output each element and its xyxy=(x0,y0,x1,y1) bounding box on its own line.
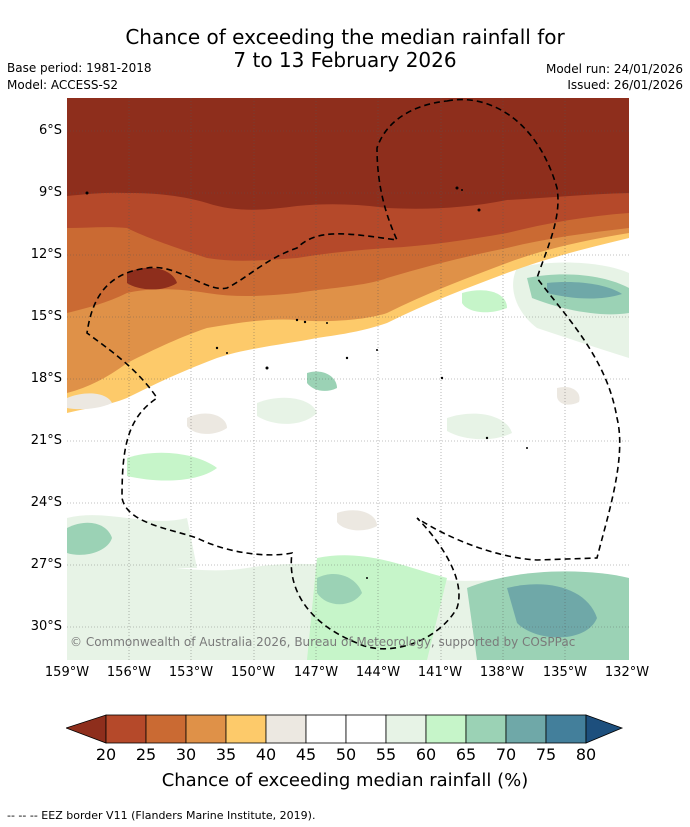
lon-label: 144°W xyxy=(355,665,401,680)
patch-65-e xyxy=(462,290,507,313)
lat-label: 30°S xyxy=(30,619,62,634)
lon-label: 132°W xyxy=(604,665,650,680)
lon-label: 156°W xyxy=(106,665,152,680)
colorbar-segment xyxy=(305,714,347,744)
colorbar-tick: 60 xyxy=(415,745,437,764)
lat-label: 12°S xyxy=(30,247,62,262)
base-period: Base period: 1981-2018 xyxy=(7,61,152,75)
colorbar-segment xyxy=(105,714,147,744)
lon-label: 147°W xyxy=(293,665,339,680)
colorbar-tick: 25 xyxy=(135,745,157,764)
patch-45-b xyxy=(337,510,377,531)
lat-label: 24°S xyxy=(30,495,62,510)
band-below-20 xyxy=(67,98,629,210)
patch-70-c xyxy=(307,371,337,391)
colorbar-tick: 75 xyxy=(535,745,557,764)
patch-60-d xyxy=(447,413,512,440)
lon-label: 135°W xyxy=(542,665,588,680)
lat-label: 6°S xyxy=(38,123,62,138)
graticule xyxy=(67,98,629,660)
lon-label: 141°W xyxy=(417,665,463,680)
issued-date: Issued: 26/01/2026 xyxy=(567,78,683,92)
colorbar-tick: 70 xyxy=(495,745,517,764)
patch-45-west xyxy=(67,393,112,410)
patch-70-west xyxy=(67,522,112,555)
patch-45-c xyxy=(557,386,580,405)
rainfall-map[interactable] xyxy=(67,98,629,660)
patch-dry-west xyxy=(127,267,177,290)
patch-45-a xyxy=(187,413,227,434)
colorbar-segment xyxy=(385,714,427,744)
map-title-line1: Chance of exceeding the median rainfall … xyxy=(125,25,565,49)
colorbar-segment xyxy=(185,714,227,744)
copyright-notice: © Commonwealth of Australia 2026, Bureau… xyxy=(70,635,576,649)
colorbar-segment xyxy=(545,714,587,744)
lat-label: 15°S xyxy=(30,309,62,324)
lon-label: 153°W xyxy=(168,665,214,680)
colorbar-tick: 45 xyxy=(295,745,317,764)
patch-65-a xyxy=(127,452,217,481)
patch-60-b xyxy=(257,397,317,424)
colorbar-segment xyxy=(66,714,107,744)
lat-label: 21°S xyxy=(30,433,62,448)
colorbar-tick: 50 xyxy=(335,745,357,764)
model-name: Model: ACCESS-S2 xyxy=(7,78,119,92)
patch-75-east xyxy=(547,282,622,299)
colorbar-tick: 80 xyxy=(575,745,597,764)
model-run: Model run: 24/01/2026 xyxy=(545,62,683,76)
colorbar-segment xyxy=(585,714,624,744)
lon-label: 159°W xyxy=(44,665,90,680)
colorbar-segment xyxy=(505,714,547,744)
colorbar-tick: 35 xyxy=(215,745,237,764)
colorbar-segment xyxy=(265,714,307,744)
map-title-line2: 7 to 13 February 2026 xyxy=(233,48,457,72)
colorbar-tick: 30 xyxy=(175,745,197,764)
colorbar-segment xyxy=(425,714,467,744)
colorbar-tick: 55 xyxy=(375,745,397,764)
eez-legend: -- -- -- EEZ border V11 (Flanders Marine… xyxy=(7,809,316,822)
map-canvas xyxy=(67,98,629,660)
colorbar-segment xyxy=(465,714,507,744)
lat-label: 18°S xyxy=(30,371,62,386)
lat-label: 9°S xyxy=(38,185,62,200)
colorbar-title: Chance of exceeding median rainfall (%) xyxy=(161,770,529,791)
colorbar-segment xyxy=(345,714,387,744)
colorbar-tick: 65 xyxy=(455,745,477,764)
band-75-southeast xyxy=(507,584,597,638)
colorbar-segment xyxy=(145,714,187,744)
eez-borders xyxy=(86,98,621,650)
patch-70-mid xyxy=(317,573,362,605)
colorbar-segment xyxy=(225,714,267,744)
islands xyxy=(85,186,528,579)
colorbar xyxy=(66,714,624,744)
colorbar-tick: 40 xyxy=(255,745,277,764)
colorbar-tick: 20 xyxy=(95,745,117,764)
lon-label: 138°W xyxy=(479,665,525,680)
lat-label: 27°S xyxy=(30,557,62,572)
lon-label: 150°W xyxy=(230,665,276,680)
